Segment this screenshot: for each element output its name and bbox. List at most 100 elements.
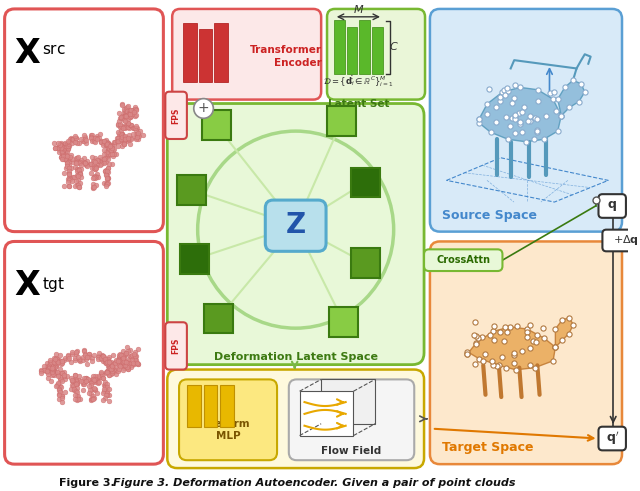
Point — [60, 144, 70, 152]
Point — [67, 177, 77, 185]
Point — [59, 372, 69, 380]
Point — [49, 144, 60, 152]
Point — [86, 385, 97, 393]
Point — [90, 164, 100, 172]
Point — [91, 163, 101, 170]
Point — [119, 105, 129, 113]
Point — [53, 139, 63, 147]
Point — [125, 121, 135, 129]
FancyBboxPatch shape — [165, 322, 187, 370]
Point — [88, 158, 98, 165]
Point — [80, 136, 90, 143]
Text: $\mathcal{D}=\{\mathbf{d}_i\in\mathbb{R}^C\}_{i=1}^M$: $\mathcal{D}=\{\mathbf{d}_i\in\mathbb{R}… — [323, 74, 394, 89]
Point — [102, 367, 112, 375]
Point — [51, 382, 61, 390]
Point — [50, 367, 60, 375]
Point — [104, 139, 115, 147]
Point — [118, 112, 129, 120]
Point — [122, 359, 132, 367]
Point — [104, 371, 115, 379]
Point — [552, 127, 563, 135]
Point — [123, 135, 133, 143]
Point — [76, 156, 86, 164]
Point — [57, 147, 67, 155]
Point — [102, 151, 113, 159]
Point — [88, 164, 99, 172]
Text: $M$: $M$ — [353, 3, 364, 15]
Point — [67, 139, 77, 147]
Point — [113, 353, 124, 361]
Point — [62, 154, 72, 162]
Point — [101, 391, 111, 399]
Point — [77, 386, 88, 394]
Point — [108, 152, 118, 160]
Point — [80, 160, 90, 167]
Point — [97, 138, 107, 146]
Point — [470, 360, 481, 368]
Point — [70, 371, 81, 379]
Point — [86, 131, 97, 138]
FancyBboxPatch shape — [172, 9, 321, 100]
Point — [62, 157, 72, 165]
Point — [108, 363, 118, 371]
Point — [115, 357, 125, 365]
Point — [92, 389, 102, 397]
Point — [115, 130, 125, 137]
Point — [120, 108, 130, 115]
Point — [507, 114, 517, 122]
Point — [86, 397, 97, 405]
Point — [73, 181, 83, 189]
Point — [104, 145, 115, 153]
Point — [56, 147, 67, 155]
Point — [102, 139, 112, 147]
Point — [100, 167, 111, 175]
Point — [66, 134, 76, 142]
Point — [102, 146, 113, 154]
Point — [52, 368, 63, 376]
Point — [54, 374, 65, 382]
Point — [133, 360, 143, 368]
Point — [96, 137, 106, 145]
Point — [114, 355, 124, 363]
Point — [121, 350, 131, 357]
Point — [564, 329, 574, 337]
Point — [88, 173, 99, 181]
Text: $\mathbf{X}$: $\mathbf{X}$ — [15, 269, 42, 302]
Point — [121, 358, 131, 366]
Point — [130, 111, 140, 119]
Point — [132, 124, 142, 132]
Point — [54, 148, 65, 156]
Text: FPS: FPS — [172, 107, 180, 124]
Point — [104, 150, 115, 158]
Point — [124, 119, 134, 127]
Point — [61, 162, 72, 170]
Point — [120, 358, 130, 366]
Text: Flow Field: Flow Field — [321, 446, 381, 456]
Point — [503, 86, 513, 94]
FancyBboxPatch shape — [4, 242, 163, 464]
Point — [89, 161, 99, 168]
FancyBboxPatch shape — [430, 242, 622, 464]
Point — [503, 136, 513, 143]
Point — [79, 346, 90, 354]
Point — [102, 174, 112, 182]
Point — [58, 155, 68, 163]
Point — [67, 381, 77, 389]
Point — [462, 350, 472, 358]
Point — [131, 105, 141, 112]
Point — [109, 140, 119, 148]
Point — [63, 145, 73, 153]
Point — [515, 120, 525, 128]
Point — [55, 144, 65, 152]
Point — [119, 138, 129, 146]
Point — [72, 167, 82, 175]
Point — [477, 357, 488, 365]
Bar — [198, 28, 212, 82]
Point — [92, 156, 102, 164]
Point — [74, 356, 84, 364]
FancyBboxPatch shape — [165, 92, 187, 139]
Point — [522, 333, 532, 341]
Point — [74, 160, 84, 167]
Point — [70, 395, 80, 403]
Point — [90, 157, 100, 165]
